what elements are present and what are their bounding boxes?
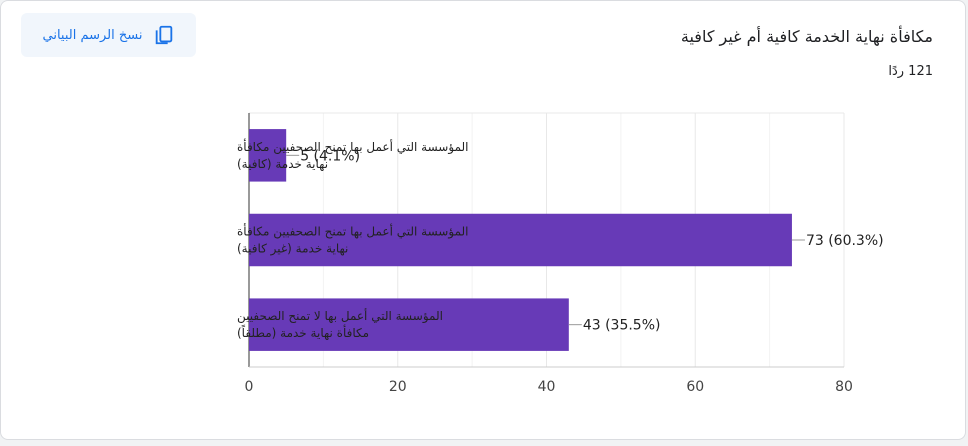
- copy-chart-button[interactable]: نسخ الرسم البياني: [21, 13, 196, 57]
- category-label: المؤسسة التي أعمل بها تمنح الصحفيين مكاف…: [237, 138, 469, 155]
- category-label: نهاية خدمة (غير كافية): [237, 242, 348, 257]
- x-tick-label: 60: [686, 379, 704, 395]
- category-label: مكافأة نهاية خدمة (مطلقاً): [237, 324, 369, 340]
- data-label: 73 (60.3%): [806, 233, 884, 249]
- data-label: 5 (4.1%): [300, 148, 360, 164]
- chart-title: مكافأة نهاية الخدمة كافية أم غير كافية: [680, 27, 933, 46]
- category-label: المؤسسة التي أعمل بها تمنح الصحفيين مكاف…: [237, 223, 469, 240]
- bar: [249, 213, 792, 267]
- response-count: 121 ردًا: [888, 64, 933, 79]
- x-tick-label: 80: [835, 379, 853, 395]
- bar: [249, 129, 287, 182]
- copy-icon: [153, 24, 175, 46]
- copy-chart-button-label: نسخ الرسم البياني: [42, 27, 143, 43]
- x-tick-label: 20: [389, 379, 407, 395]
- category-label: المؤسسة التي أعمل بها لا تمنح الصحفيين: [237, 308, 443, 324]
- x-tick-label: 0: [245, 379, 254, 395]
- bar: [249, 298, 569, 351]
- x-tick-label: 40: [538, 379, 556, 395]
- data-label: 43 (35.5%): [583, 318, 661, 334]
- category-label: نهاية خدمة (كافية): [237, 157, 328, 171]
